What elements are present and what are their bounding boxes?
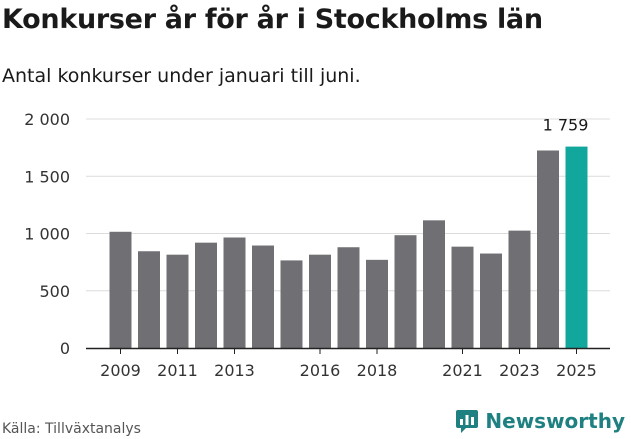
bar [366,259,388,348]
x-tick-label: 2025 [556,361,597,380]
bar [138,251,160,348]
y-tick-label: 500 [39,282,70,301]
brand-logo: Newsworthy [455,406,625,436]
bar [337,247,360,348]
y-tick-label: 1 000 [24,225,70,244]
x-tick-label: 2016 [300,361,341,380]
x-tick-label: 2009 [100,361,141,380]
source-note: Källa: Tillväxtanalys [2,421,141,437]
bar [451,246,474,348]
brand-name: Newsworthy [485,409,625,433]
bar [394,235,417,348]
x-tick-label: 2023 [499,361,540,380]
bar [223,237,246,348]
y-tick-label: 1 500 [24,167,70,186]
bar [166,254,189,348]
bar [423,220,445,348]
x-tick-label: 2011 [157,361,198,380]
bar [252,245,274,348]
bar [195,242,217,348]
bar [508,230,531,348]
x-tick-label: 2013 [214,361,255,380]
chart-subtitle: Antal konkurser under januari till juni. [2,65,361,87]
bar [537,150,559,348]
y-tick-label: 0 [60,339,70,358]
x-tick-label: 2021 [442,361,483,380]
bar [280,260,303,348]
bar [565,146,588,348]
bar [480,253,502,348]
bar [309,254,331,348]
bar-chart: 0 500 1 000 1 500 2 000 2009 2011 2013 2016 2018 2… [24,110,610,380]
data-label: 1 759 [543,116,589,135]
bar [109,231,132,348]
x-tick-label: 2018 [357,361,398,380]
y-tick-label: 2 000 [24,110,70,129]
chart-title: Konkurser år för år i Stockholms län [2,4,543,35]
newsworthy-logo-icon [456,410,479,433]
